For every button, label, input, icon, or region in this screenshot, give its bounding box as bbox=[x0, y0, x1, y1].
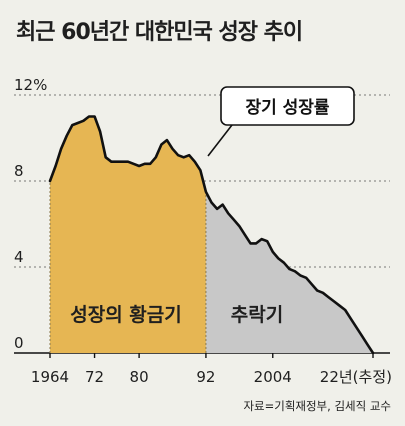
x-tick-label: 92 bbox=[196, 368, 215, 386]
labels: 0 4 8 12% 성장의 황금기 추락기 1964 72 80 92 2004 22년(추정) 장기 … bbox=[14, 76, 392, 386]
x-tick-label: 2004 bbox=[254, 368, 292, 386]
callout-pointer bbox=[207, 124, 233, 157]
source-note: 자료=기획재정부, 김세직 교수 bbox=[243, 399, 391, 413]
x-tick-label: 80 bbox=[130, 368, 149, 386]
period-area bbox=[205, 191, 373, 353]
x-tick-label: 72 bbox=[85, 368, 104, 386]
y-tick-label: 0 bbox=[14, 334, 24, 352]
growth-line bbox=[48, 115, 375, 355]
period-area bbox=[50, 116, 206, 353]
period-areas bbox=[49, 116, 373, 353]
y-tick-label: 12% bbox=[14, 76, 47, 94]
callout-box bbox=[220, 86, 355, 126]
period-label: 성장의 황금기 bbox=[70, 303, 182, 326]
y-tick-label: 4 bbox=[14, 248, 24, 266]
y-tick-label: 8 bbox=[14, 162, 24, 180]
chart-title: 최근 60년간 대한민국 성장 추이 bbox=[16, 20, 303, 45]
x-tick-label: 22년(추정) bbox=[320, 368, 392, 386]
growth-line-layer bbox=[48, 115, 375, 355]
period-label: 추락기 bbox=[231, 304, 283, 326]
callout-label: 장기 성장률 bbox=[245, 98, 329, 118]
x-tick-label: 1964 bbox=[31, 368, 69, 386]
